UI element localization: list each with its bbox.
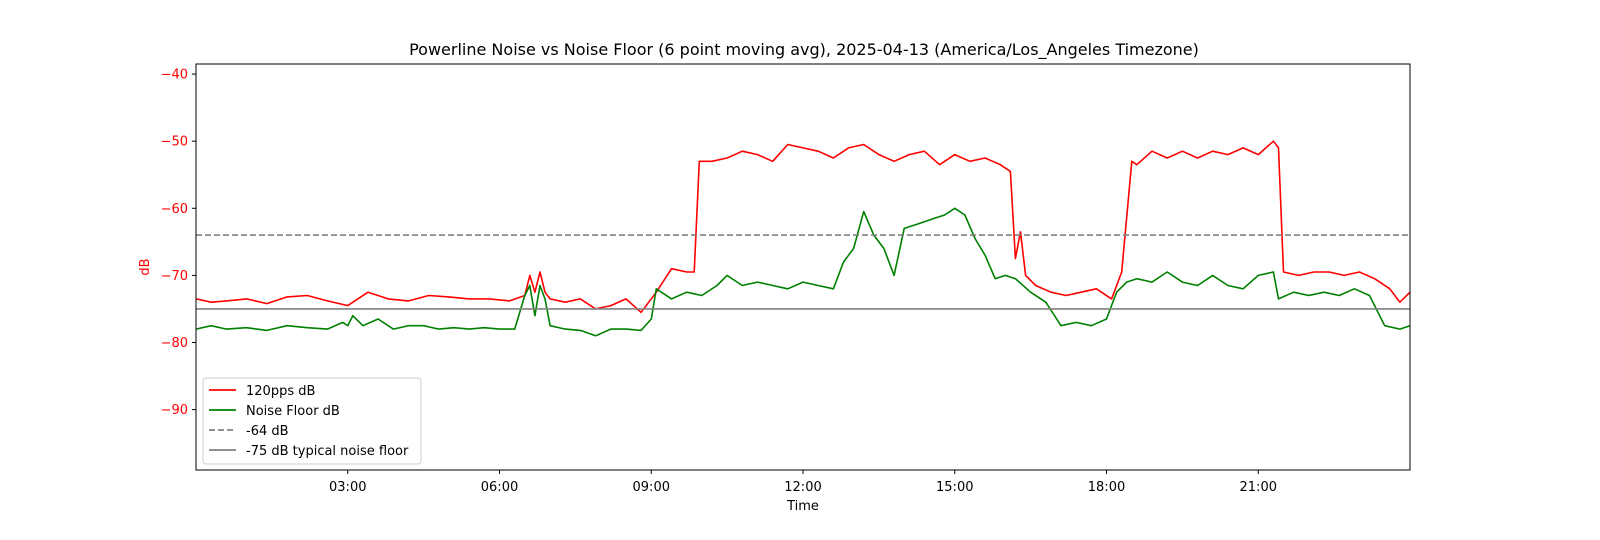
legend-label: Noise Floor dB [246,404,340,419]
legend: 120pps dB Noise Floor dB -64 dB -75 dB typi… [202,377,422,465]
y-tick-label: −70 [161,269,188,284]
x-axis: 03:00 06:00 09:00 12:00 15:00 18:00 21:00 [329,470,1277,495]
y-tick-label: −40 [161,68,188,83]
y-tick-label: −60 [161,202,188,217]
y-tick-label: −50 [161,135,188,150]
x-tick-label: 21:00 [1240,480,1277,495]
y-tick-label: −90 [161,403,188,418]
x-axis-label: Time [786,499,819,514]
y-axis: −90 −80 −70 −60 −50 −40 [161,68,196,418]
y-axis-label: dB [138,258,153,275]
legend-label: -64 dB [246,424,289,439]
legend-box [202,377,422,465]
y-tick-label: −80 [161,336,188,351]
series-layer [195,140,1411,337]
legend-label: 120pps dB [246,384,315,399]
chart-title: Powerline Noise vs Noise Floor (6 point … [409,40,1199,60]
x-tick-label: 18:00 [1088,480,1125,495]
x-tick-label: 09:00 [633,480,670,495]
x-tick-label: 03:00 [329,480,366,495]
x-tick-label: 15:00 [936,480,973,495]
series-line-1 [195,207,1411,337]
x-tick-label: 06:00 [481,480,518,495]
x-tick-label: 12:00 [784,480,821,495]
legend-label: -75 dB typical noise floor [246,444,409,459]
series-line-0 [195,140,1411,314]
